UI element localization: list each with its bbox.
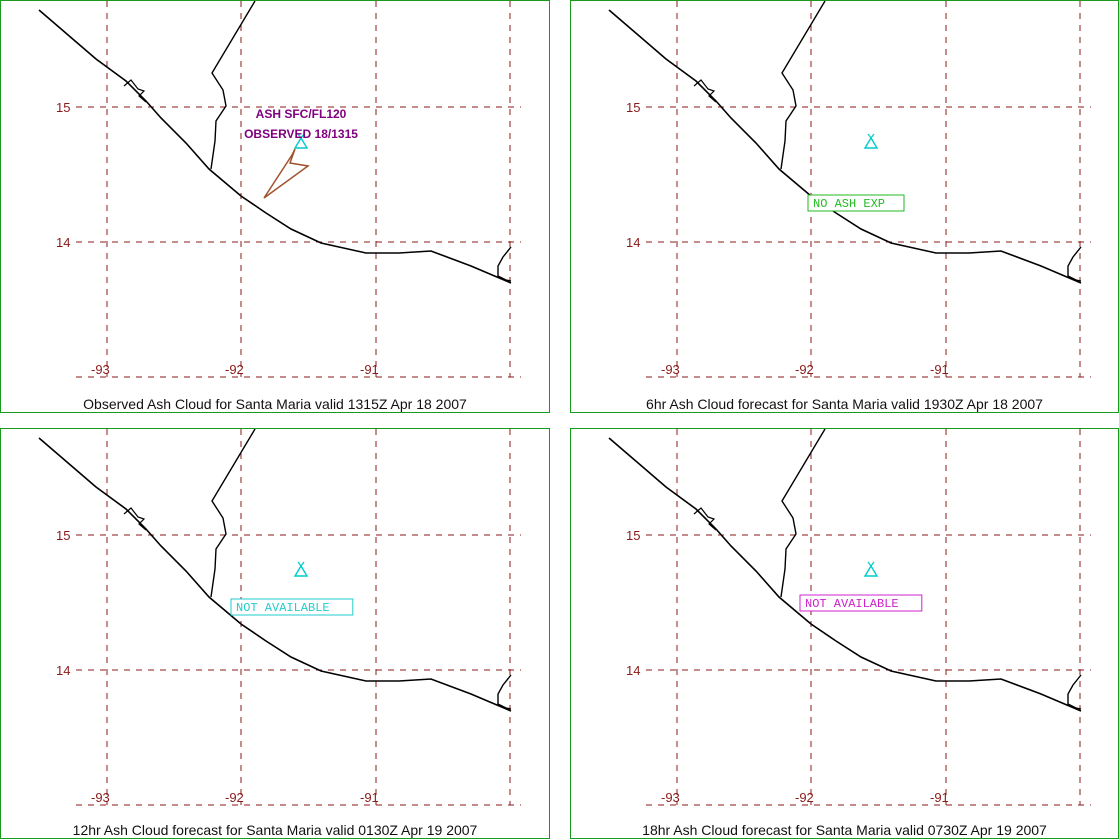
latitude-label: 14 (626, 235, 640, 250)
country-border (1067, 246, 1082, 282)
country-border (780, 429, 826, 598)
map-canvas: 15 14 -93 -92 -91 NOT AVAILABLE (38, 429, 521, 806)
country-border (497, 246, 512, 282)
status-text: NOT AVAILABLE (805, 597, 899, 611)
country-border (780, 1, 826, 170)
map-panel-2: 15 14 -93 -92 -91 NO ASH EXP 6hr Ash Cloud for… (570, 0, 1119, 413)
country-border (497, 674, 512, 710)
latitude-label: 15 (626, 528, 640, 543)
panel-caption: 12hr Ash Cloud forecast for Santa Maria … (72, 822, 478, 838)
longitude-label: -91 (930, 790, 949, 805)
longitude-label: -92 (795, 790, 814, 805)
latitude-label: 15 (56, 100, 70, 115)
status-text: NOT AVAILABLE (236, 601, 330, 615)
panel-caption: Observed Ash Cloud for Santa Maria valid… (83, 396, 467, 412)
panel-caption: 18hr Ash Cloud forecast for Santa Maria … (642, 822, 1047, 838)
coastline-inlet (123, 507, 147, 531)
status-text: NO ASH EXP (813, 197, 885, 211)
country-border (1067, 674, 1082, 710)
longitude-label: -93 (661, 362, 680, 377)
longitude-label: -91 (930, 362, 949, 377)
volcano-icon (293, 561, 309, 577)
coastline (38, 9, 512, 284)
map-panel-1: 15 14 -93 -92 -91 ASH SFC/FL120 OBSERVED 18/13… (0, 0, 550, 413)
longitude-label: -92 (795, 362, 814, 377)
latitude-label: 14 (56, 235, 70, 250)
longitude-label: -91 (360, 790, 379, 805)
country-border (210, 1, 256, 170)
ash-cloud-polygon (263, 148, 310, 199)
longitude-label: -92 (225, 790, 244, 805)
map-canvas: 15 14 -93 -92 -91 ASH SFC/FL120 OBSERVED 18/13… (38, 1, 521, 378)
volcano-icon (293, 133, 309, 149)
coastline-inlet (693, 507, 717, 531)
status-box (799, 594, 923, 612)
status-box (807, 194, 905, 212)
coastline (608, 437, 1082, 712)
volcano-icon (863, 561, 879, 577)
longitude-label: -93 (91, 790, 110, 805)
latitude-label: 14 (626, 663, 640, 678)
map-canvas: 15 14 -93 -92 -91 NO ASH EXP (608, 1, 1091, 378)
volcano-icon (863, 133, 879, 149)
observation-time-label: OBSERVED 18/1315 (244, 127, 358, 141)
longitude-label: -93 (661, 790, 680, 805)
map-canvas: 15 14 -93 -92 -91 NOT AVAILABLE (608, 429, 1091, 806)
longitude-label: -92 (225, 362, 244, 377)
map-panel-3: 15 14 -93 -92 -91 NOT AVAILABLE 12hr Ash Cloud… (0, 428, 550, 839)
ash-altitude-label: ASH SFC/FL120 (256, 107, 347, 121)
latitude-label: 15 (626, 100, 640, 115)
panel-caption: 6hr Ash Cloud forecast for Santa Maria v… (646, 396, 1043, 412)
coastline (38, 437, 512, 712)
map-panel-4: 15 14 -93 -92 -91 NOT AVAILABLE 18hr Ash Cloud… (570, 428, 1119, 839)
longitude-label: -91 (360, 362, 379, 377)
coastline-inlet (123, 79, 147, 103)
latitude-label: 14 (56, 663, 70, 678)
status-box (230, 598, 354, 616)
country-border (210, 429, 256, 598)
latitude-label: 15 (56, 528, 70, 543)
longitude-label: -93 (91, 362, 110, 377)
coastline-inlet (693, 79, 717, 103)
